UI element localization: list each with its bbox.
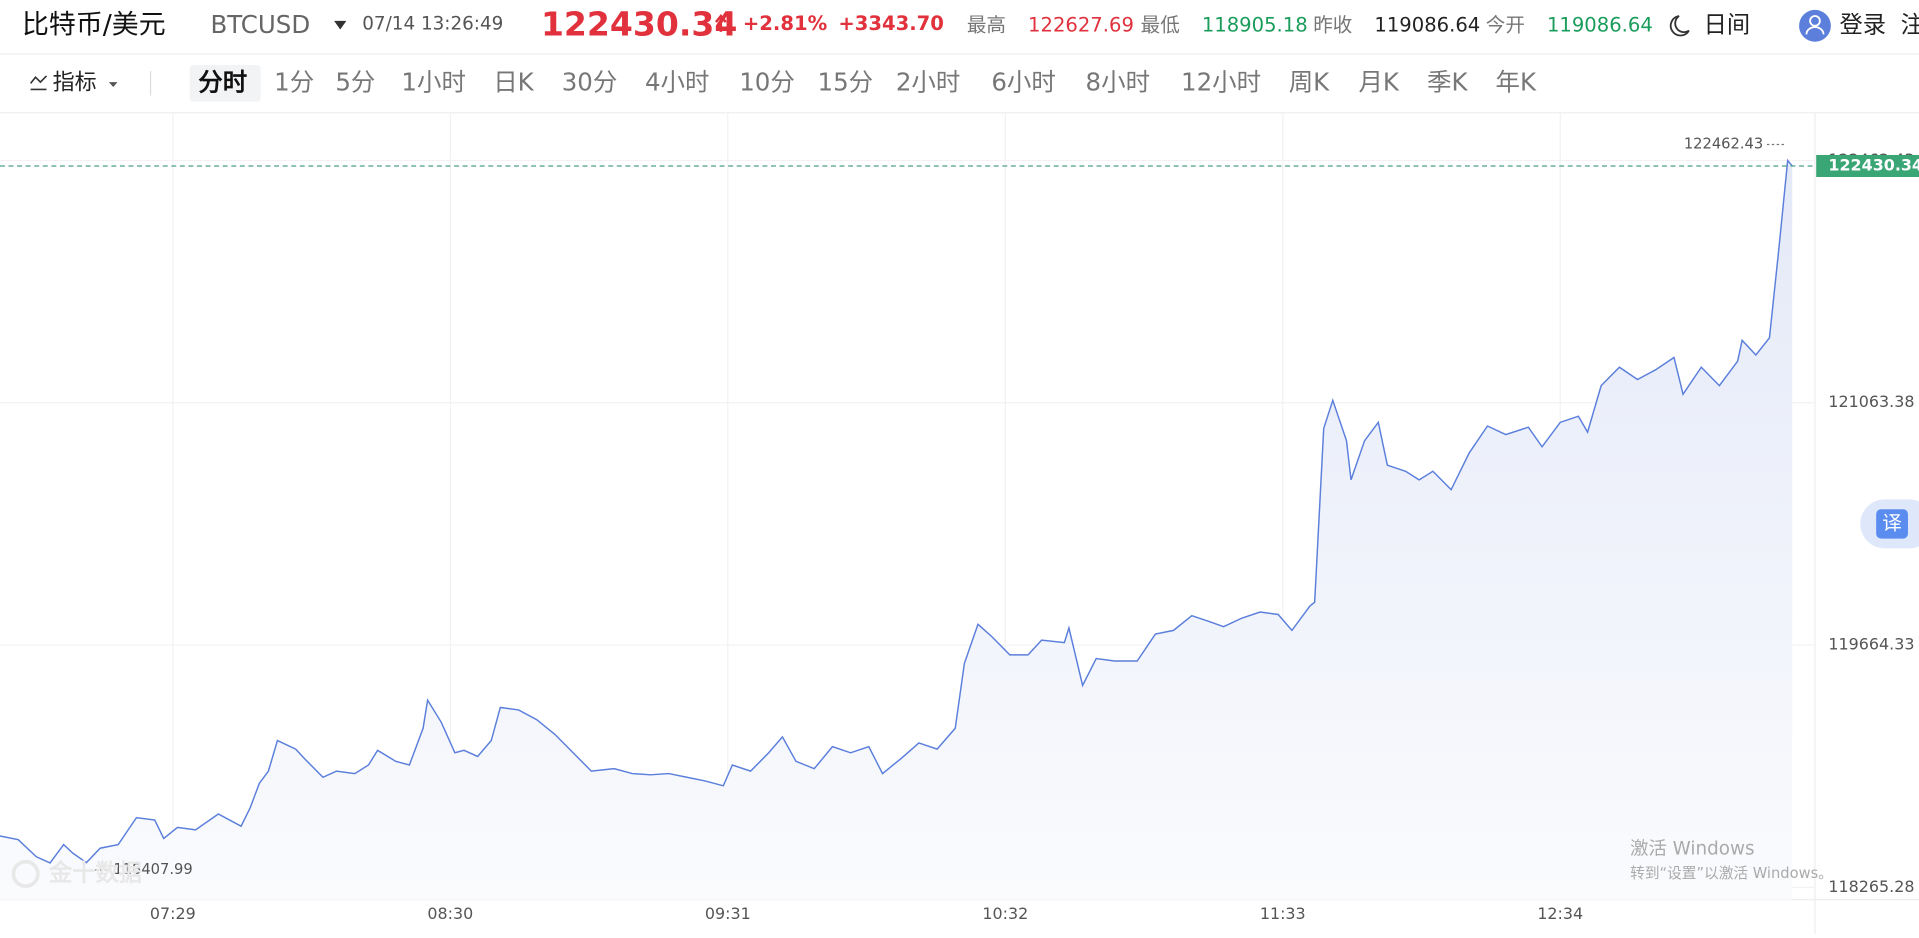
period-tab[interactable]: 6小时 — [991, 67, 1056, 96]
area — [0, 160, 1793, 900]
x-tick-label: 09:31 — [705, 904, 751, 923]
theme-toggle[interactable]: 日间 — [1704, 11, 1751, 38]
period-tab[interactable]: 5分 — [335, 67, 375, 96]
login[interactable]: 登录 — [1839, 11, 1886, 38]
period-tab[interactable]: 日K — [493, 67, 534, 96]
y-tick-label: 121063.38 — [1828, 392, 1914, 411]
period-tab[interactable]: 12小时 — [1181, 67, 1261, 96]
period-tab[interactable]: 季K — [1427, 67, 1468, 96]
stat-label: 今开 — [1486, 13, 1525, 36]
period-tab[interactable]: 8小时 — [1086, 67, 1151, 96]
symbol-name: 比特币/美元 — [22, 9, 166, 40]
x-tick-label: 12:34 — [1537, 904, 1583, 923]
activation-text: 转到“设置”以激活 Windows。 — [1630, 865, 1833, 882]
price: 122430.34 — [541, 4, 737, 43]
period-tab[interactable]: 周K — [1289, 67, 1330, 96]
stat-value: 119086.64 — [1374, 13, 1480, 36]
current-price-tag — [1816, 154, 1919, 177]
x-tick-label: 08:30 — [427, 904, 473, 923]
stat-value: 119086.64 — [1547, 13, 1653, 36]
stat-value: 118905.18 — [1202, 13, 1308, 36]
y-tick-label: 118265.28 — [1828, 877, 1914, 896]
current-price-label: 122430.34 — [1828, 155, 1919, 174]
period-tab[interactable]: 30分 — [562, 67, 618, 96]
translate-button[interactable]: 译 — [1882, 511, 1902, 534]
change: +3343.70 — [838, 12, 944, 35]
watermark: 金十数据 — [48, 859, 142, 886]
price-line — [0, 158, 1793, 864]
y-tick-label: 119664.33 — [1828, 635, 1914, 654]
period-tab[interactable]: 分时 — [198, 67, 247, 96]
quote-time: 07/14 13:26:49 — [362, 14, 503, 35]
stat-value: 122627.69 — [1028, 13, 1134, 36]
max-annotation: 122462.43 — [1684, 136, 1763, 153]
change-pct: +2.81% — [743, 12, 827, 35]
x-tick-label: 11:33 — [1260, 904, 1306, 923]
period-tab[interactable]: 年K — [1496, 67, 1537, 96]
period-tab[interactable]: 4小时 — [645, 67, 710, 96]
period-tab[interactable]: 月K — [1358, 67, 1399, 96]
indicator-menu[interactable]: 指标 — [53, 70, 97, 95]
min-annotation: 118407.99 — [113, 861, 192, 878]
x-tick-label: 07:29 — [150, 904, 196, 923]
stat-label: 最低 — [1141, 13, 1180, 36]
symbol-code[interactable]: BTCUSD — [211, 10, 311, 39]
period-tab[interactable]: 15分 — [818, 67, 874, 96]
stat-label: 最高 — [967, 13, 1006, 36]
period-tab[interactable]: 1小时 — [401, 67, 466, 96]
activation-title: 激活 Windows — [1630, 838, 1754, 859]
period-tab[interactable]: 2小时 — [896, 67, 961, 96]
register[interactable]: 注 — [1901, 11, 1919, 38]
stat-label: 昨收 — [1313, 13, 1352, 36]
period-tab[interactable]: 1分 — [274, 67, 314, 96]
period-tab[interactable]: 10分 — [739, 67, 795, 96]
x-tick-label: 10:32 — [982, 904, 1028, 923]
